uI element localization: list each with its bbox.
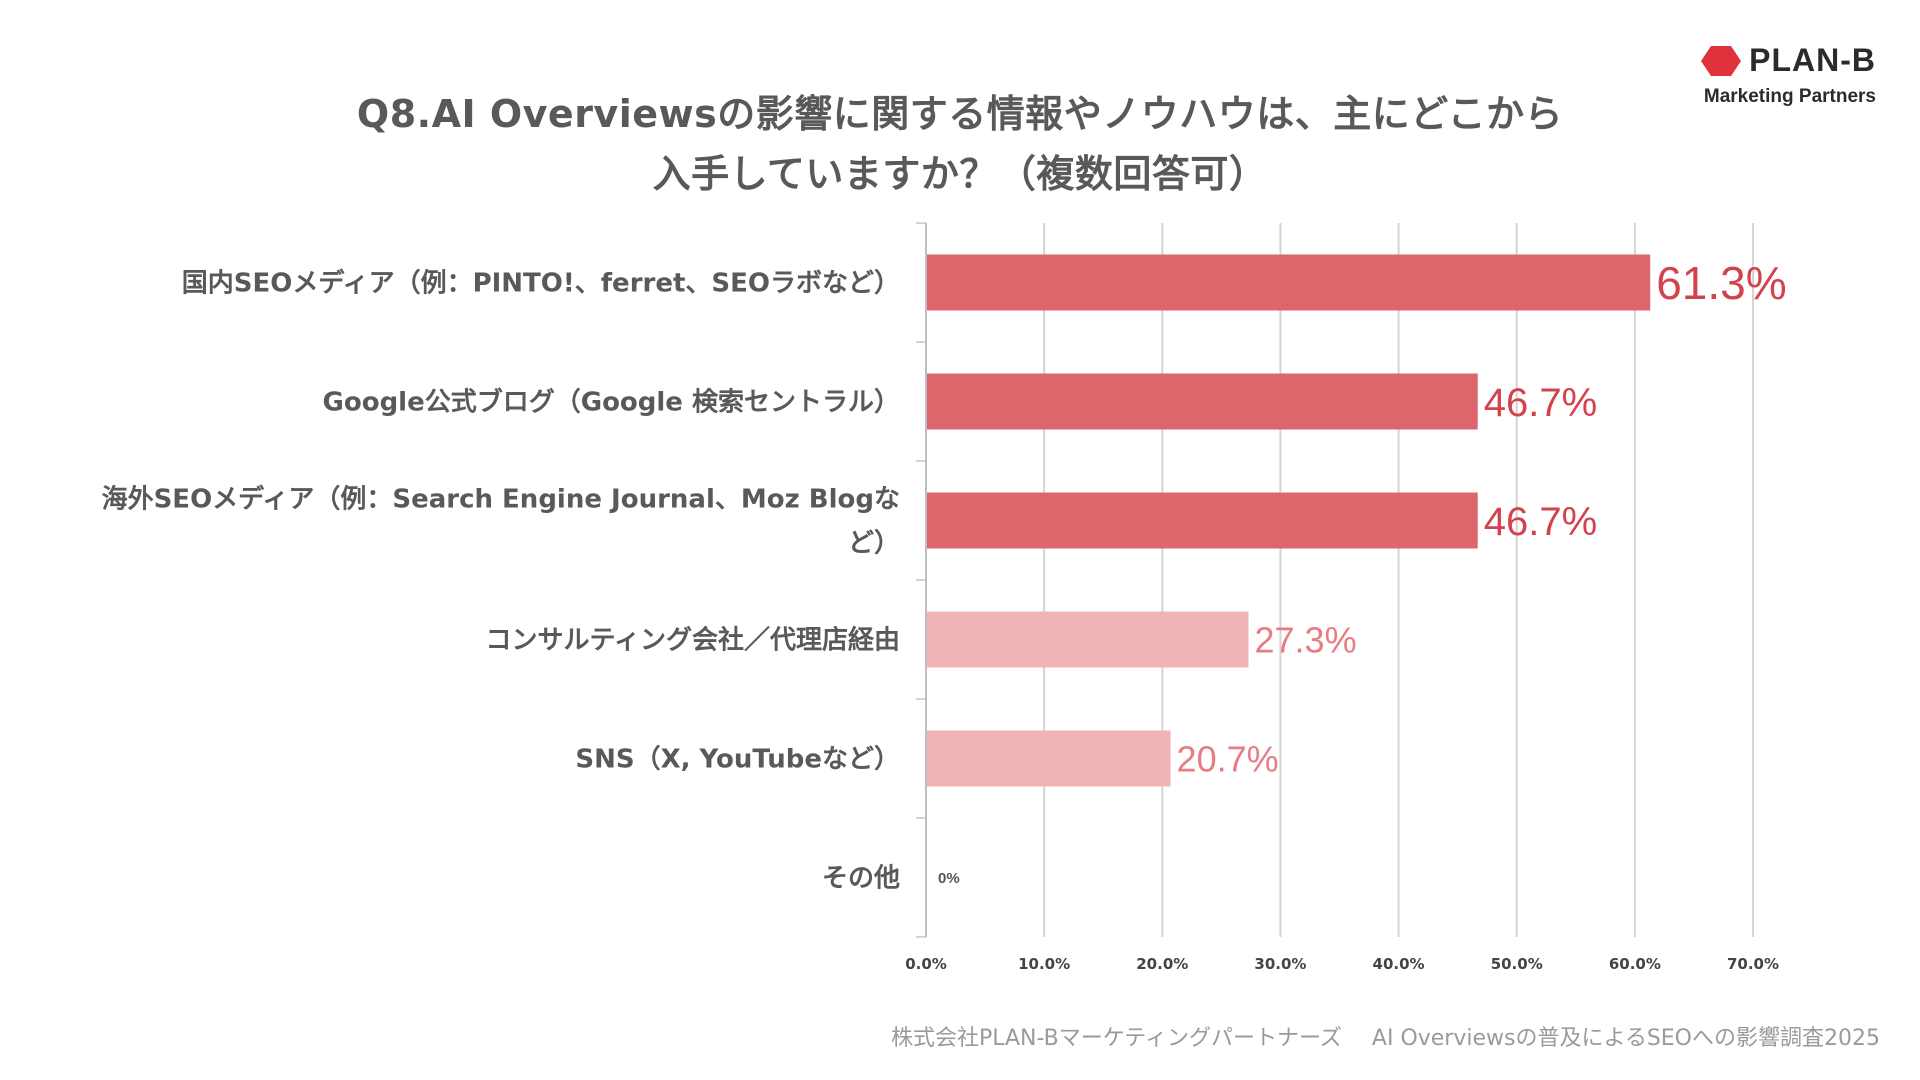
x-tick-label: 0.0%: [905, 955, 947, 973]
x-tick-label: 50.0%: [1491, 955, 1543, 973]
category-label: コンサルティング会社／代理店経由: [486, 625, 900, 656]
bar-value-label: 0%: [938, 870, 960, 887]
chart-title-line-1: Q8.AI Overviewsの影響に関する情報やノウハウは、主にどこから: [356, 92, 1564, 136]
bar: [926, 730, 1171, 787]
bar: [926, 254, 1651, 311]
bar: [926, 611, 1249, 668]
plan-b-logo-icon: [1701, 45, 1742, 76]
footer-credit: 株式会社PLAN-Bマーケティングパートナーズ AI Overviewsの普及によ…: [891, 1020, 1880, 1052]
bar-value-label: 20.7%: [1177, 738, 1279, 779]
x-tick-label: 30.0%: [1254, 955, 1306, 973]
footer-survey: AI Overviewsの普及によるSEOへの影響調査2025: [1371, 1026, 1880, 1051]
x-tick-label: 70.0%: [1727, 955, 1779, 973]
x-tick-label: 20.0%: [1136, 955, 1188, 973]
category-label: Google公式ブログ（Google 検索セントラル）: [323, 387, 901, 418]
bar-value-label: 27.3%: [1255, 619, 1357, 660]
logo-subtitle: Marketing Partners: [1703, 86, 1876, 107]
logo-name: PLAN-B: [1749, 42, 1876, 78]
bar: [926, 373, 1478, 430]
plan-b-logo: PLAN-B Marketing Partners: [1646, 42, 1876, 122]
bar-value-label: 46.7%: [1484, 381, 1597, 425]
category-label: その他: [822, 864, 900, 894]
x-tick-label: 10.0%: [1018, 955, 1070, 973]
x-tick-label: 40.0%: [1373, 955, 1425, 973]
category-label: ど）: [848, 529, 900, 559]
footer-company: 株式会社PLAN-Bマーケティングパートナーズ: [890, 1026, 1342, 1051]
category-label: SNS（X, YouTubeなど）: [575, 745, 900, 775]
x-tick-label: 60.0%: [1609, 955, 1661, 973]
chart-title-line-2: 入手していますか？（複数回答可）: [652, 152, 1268, 196]
bar: [926, 492, 1478, 549]
bar-value-label: 61.3%: [1656, 257, 1786, 309]
category-label: 海外SEOメディア（例：Search Engine Journal、Moz Bl…: [102, 484, 900, 515]
category-label: 国内SEOメディア（例：PINTO!、ferret、SEOラボなど）: [182, 268, 900, 299]
bar-value-label: 46.7%: [1484, 500, 1597, 544]
